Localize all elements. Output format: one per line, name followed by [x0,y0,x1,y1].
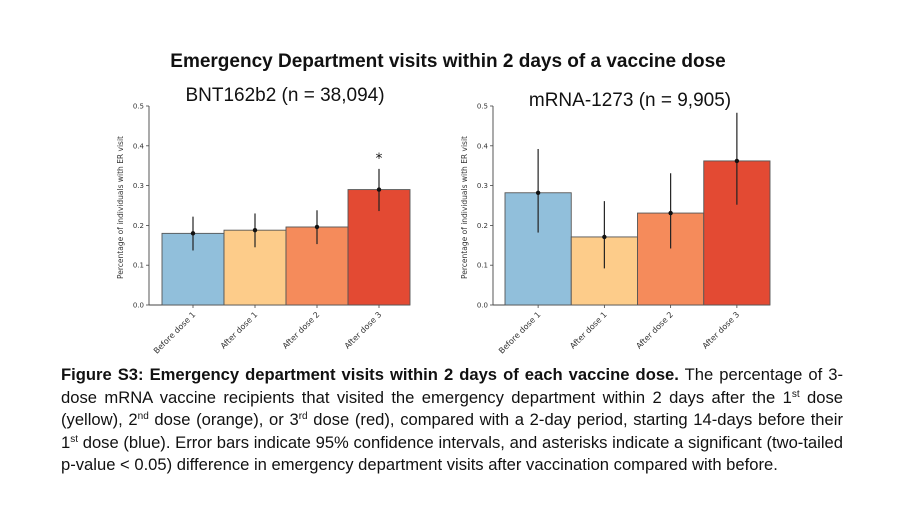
figure-canvas: Emergency Department visits within 2 day… [116,51,771,356]
x-tick-label: After dose 2 [281,310,322,351]
y-tick-label: 0.0 [477,302,488,310]
mean-point [252,227,258,233]
mean-point [668,210,673,216]
caption-superscript: st [70,433,79,445]
x-tick-label: After dose 2 [634,310,675,351]
caption-text: The percentage of 3-dose mRNA vaccine re… [61,365,843,407]
y-tick-label: 0.4 [477,142,489,150]
figure-suptitle: Emergency Department visits within 2 day… [170,51,725,72]
y-tick-label: 0.0 [133,302,144,310]
x-tick-label: After dose 1 [219,310,260,351]
y-tick-label: 0.2 [133,222,144,230]
caption-bold-lead: Figure S3: Emergency department visits w… [61,365,679,384]
panel-title: mRNA-1273 (n = 9,905) [529,90,731,111]
caption-text: dose (red), compared with a 2-day period… [61,410,843,452]
mean-point [535,190,541,195]
caption-text: dose (yellow), 2 [61,387,844,430]
y-tick-label: 0.1 [477,262,488,270]
caption-text: dose (blue). Error bars indicate 95% con… [61,432,843,475]
x-tick-label: After dose 1 [568,310,609,351]
y-tick-label: 0.3 [133,182,144,190]
caption-superscript: st [791,388,800,400]
y-axis-label: Percentage of individuals with ER visit [460,136,469,279]
figure-caption: Figure S3: Emergency department visits w… [61,364,843,477]
significance-asterisk: * [376,151,383,167]
mean-point [376,187,382,192]
caption-superscript: nd [137,411,149,423]
y-tick-label: 0.1 [133,262,144,270]
mean-point [190,231,196,236]
caption-text: dose (orange), or 3 [148,410,299,430]
mean-point [314,224,320,230]
y-tick-label: 0.3 [477,182,488,190]
x-tick-label: After dose 3 [343,310,384,351]
x-tick-label: After dose 3 [701,310,742,351]
y-tick-label: 0.4 [133,142,145,150]
x-tick-label: Before dose 1 [152,310,198,356]
y-tick-label: 0.5 [133,103,144,111]
y-tick-label: 0.2 [477,222,488,230]
mean-point [602,234,607,240]
panel-title: BNT162b2 (n = 38,094) [185,85,384,106]
y-axis-label: Percentage of individuals with ER visit [116,136,125,279]
x-tick-label: Before dose 1 [497,310,543,356]
caption-superscript: rd [298,411,308,423]
panel-mrna-1273: mRNA-1273 (n = 9,905) 0.0 0.1 0.2 0.3 0.4 0.5 P… [460,90,771,356]
mean-point [734,158,740,164]
bar [347,189,411,306]
panel-bnt162b2: BNT162b2 (n = 38,094) 0.0 0.1 0.2 0.3 0.4 0.5 P… [116,85,411,356]
y-tick-label: 0.5 [477,103,488,111]
